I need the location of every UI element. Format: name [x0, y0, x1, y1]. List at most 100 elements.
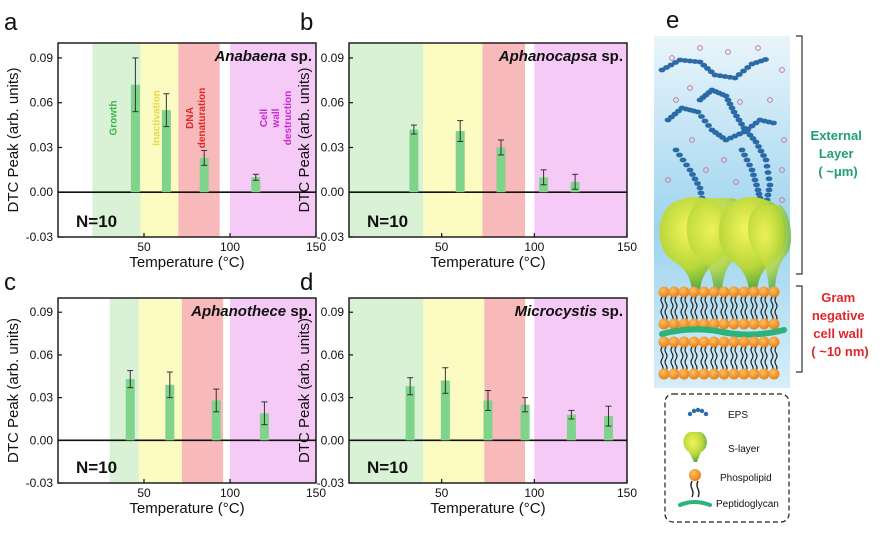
y-tick-label: 0.06: [30, 96, 54, 110]
y-tick-label: -0.03: [317, 476, 345, 490]
panel-letter-d: d: [300, 269, 313, 296]
chart-panel-a: Growth Inactivation DNAdenaturation Cellwal…: [4, 9, 326, 271]
n-label: N=10: [76, 458, 117, 477]
region-2: [423, 298, 485, 483]
lipid-tail: [764, 346, 768, 360]
lipid-tail: [714, 346, 718, 360]
phospholipid-head: [738, 286, 750, 298]
eps-bead: [740, 125, 748, 131]
eps-bead: [765, 187, 773, 193]
phospholipid-head: [768, 336, 780, 348]
bar: [455, 131, 465, 193]
y-tick-label: 0.09: [30, 51, 54, 65]
cell-wall-bracket: [796, 285, 803, 373]
eps-bead: [751, 177, 759, 183]
x-tick-label: 150: [617, 486, 637, 500]
x-tick-label: 50: [137, 486, 151, 500]
phospholipid-head: [718, 368, 730, 380]
phospholipid-head: [768, 286, 780, 298]
lipid-tail: [670, 296, 674, 310]
region-label-3: DNAdenaturation: [185, 88, 208, 149]
eps-bead: [689, 172, 696, 177]
lipid-tail: [744, 308, 748, 322]
s-layer-group: [659, 197, 792, 290]
lipid-tail: [774, 296, 778, 310]
phospholipid-head: [738, 368, 750, 380]
lipid-tail: [744, 358, 748, 372]
x-tick-label: 50: [435, 486, 449, 500]
region-2: [140, 43, 179, 237]
eps-bead: [738, 147, 746, 153]
chart-title-suffix: sp.: [597, 48, 623, 65]
eps-bead: [752, 139, 760, 145]
bar: [520, 404, 530, 441]
phospholipid-head: [678, 318, 690, 330]
bar: [259, 413, 269, 441]
eps-dot: [755, 45, 761, 51]
lipid-tail: [740, 296, 744, 310]
lipid-tail: [774, 308, 778, 322]
region-2: [423, 43, 483, 237]
eps-bead: [704, 66, 711, 71]
region-label-word: destruction: [283, 91, 294, 145]
phospholipid-head: [728, 286, 740, 298]
n-label: N=10: [76, 212, 117, 231]
eps-bead: [733, 113, 740, 119]
lipid-tail: [664, 346, 668, 360]
phospholipid-head: [708, 286, 720, 298]
lipid-tail: [730, 296, 734, 310]
eps-bead: [679, 157, 687, 163]
phospholipid-head: [668, 286, 680, 298]
phospholipid-head: [678, 336, 690, 348]
y-tick-label: 0.03: [30, 391, 54, 405]
panel-letter-a: a: [4, 9, 18, 36]
eps-dot: [779, 167, 785, 173]
eps-bead: [707, 69, 715, 75]
eps-dot: [703, 167, 709, 173]
cell-wall-line-3: cell wall: [813, 326, 863, 341]
phospholipid-head: [738, 318, 750, 330]
plot-frame: [57, 42, 317, 238]
lipid-tail: [724, 358, 728, 372]
chart-title: Microcystis sp.: [515, 303, 623, 320]
lipid-tail: [710, 296, 714, 310]
lipid-tail: [694, 346, 698, 360]
eps-bead: [676, 152, 683, 158]
eps-dot: [669, 55, 675, 61]
lipid-tail: [754, 358, 758, 372]
lipid-tail: [734, 346, 738, 360]
eps-dot: [767, 97, 773, 103]
phospholipid-head: [668, 336, 680, 348]
eps-bead: [672, 147, 680, 153]
eps-bead: [731, 75, 739, 81]
eps-bead: [748, 167, 756, 173]
y-tick-label: 0.00: [30, 433, 54, 447]
lipid-tail: [680, 346, 684, 360]
bar: [483, 400, 493, 441]
lipid-tail: [724, 308, 728, 322]
y-axis-label: DTC Peak (arb. units): [296, 318, 313, 463]
lipid-tail: [774, 358, 778, 372]
phospholipid-head: [768, 368, 780, 380]
phospholipid-head: [708, 336, 720, 348]
bar: [251, 177, 261, 193]
chart-panels: Growth Inactivation DNAdenaturation Cellwal…: [4, 9, 637, 517]
eps-bead: [728, 105, 736, 111]
region-3: [181, 298, 224, 483]
chart-panel-c: -0.03 0.00 0.03 0.06 0.09 50 100 150 Temperature…: [4, 269, 326, 517]
phospholipid-head: [668, 318, 680, 330]
phospholipid-head: [728, 368, 740, 380]
s-layer-icon: [683, 432, 707, 462]
eps-bead: [743, 157, 751, 163]
bar: [409, 129, 419, 193]
phospholipid-head: [678, 368, 690, 380]
lipid-tail: [660, 296, 664, 310]
chart-title-suffix: sp.: [286, 48, 312, 65]
y-tick-label: 0.09: [321, 51, 345, 65]
phospholipid-head: [748, 286, 760, 298]
eps-dot: [733, 179, 739, 185]
y-tick-label: 0.03: [321, 391, 345, 405]
region-2: [138, 298, 182, 483]
phospholipid-head: [718, 286, 730, 298]
external-layer-line-3: ( ~μm): [818, 164, 857, 179]
